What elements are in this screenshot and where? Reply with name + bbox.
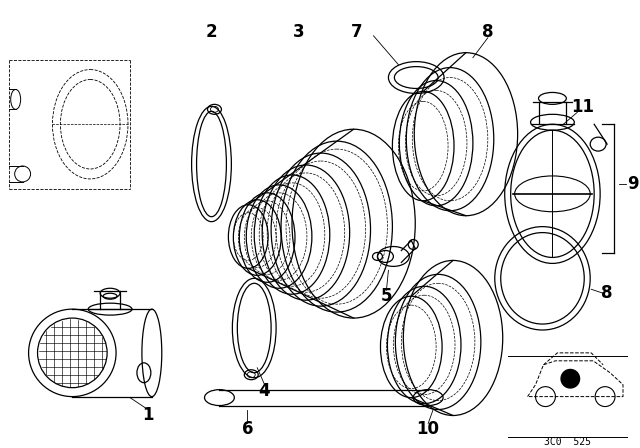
Circle shape <box>561 369 580 389</box>
Text: 7: 7 <box>351 23 362 41</box>
Text: 3: 3 <box>293 23 305 41</box>
Text: 11: 11 <box>571 99 594 116</box>
Text: 3C0  525: 3C0 525 <box>544 437 591 448</box>
Text: 2: 2 <box>205 23 218 41</box>
Text: 6: 6 <box>241 420 253 439</box>
Text: 5: 5 <box>381 287 392 305</box>
Text: 8: 8 <box>482 23 493 41</box>
Text: 10: 10 <box>417 420 440 439</box>
Text: 1: 1 <box>142 406 154 425</box>
Text: 8: 8 <box>602 284 613 302</box>
Text: 4: 4 <box>259 382 270 400</box>
Text: 9: 9 <box>627 175 639 193</box>
